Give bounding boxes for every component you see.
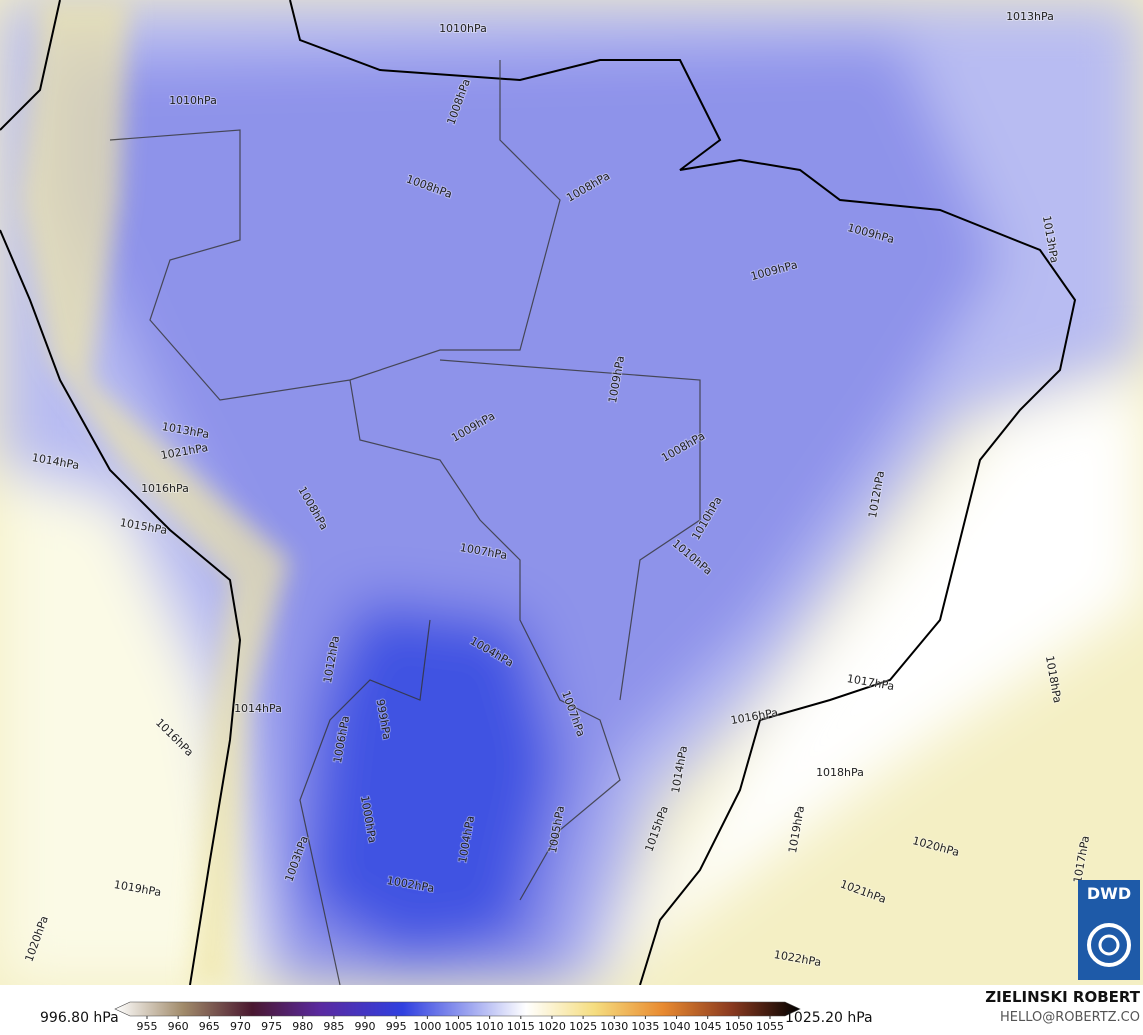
borders <box>109 60 701 986</box>
colorbar-tick-label: 1015 <box>507 1020 535 1033</box>
colorbar-tick-label: 1055 <box>756 1020 784 1033</box>
dwd-swirl-inner <box>1098 934 1120 956</box>
colorbar-tick-label: 1040 <box>663 1020 691 1033</box>
colorbar-tick-label: 955 <box>137 1020 158 1033</box>
contour-label: 1013hPa <box>1006 10 1054 23</box>
contour-label: 1018hPa <box>816 766 864 779</box>
colorbar-tick-label: 970 <box>230 1020 251 1033</box>
contour-label: 1014hPa <box>234 702 282 715</box>
colorbar-tick-label: 975 <box>261 1020 282 1033</box>
colorbar-tick-label: 1005 <box>445 1020 473 1033</box>
contour-label: 1016hPa <box>141 482 189 495</box>
colorbar-tick-label: 995 <box>386 1020 407 1033</box>
colorbar-tick-label: 1020 <box>538 1020 566 1033</box>
colorbar-tick-label: 965 <box>199 1020 220 1033</box>
colorbar-tick-label: 1045 <box>694 1020 722 1033</box>
colorbar-tick-label: 990 <box>355 1020 376 1033</box>
colorbar-ticks: 955 960 965 970 975 980 985 990 995 1000 1005 1010 1… <box>137 1016 784 1033</box>
author: ZIELINSKI ROBERT <box>985 988 1140 1006</box>
contour-label: 1010hPa <box>169 94 217 107</box>
colorbar-tick-label: 1000 <box>413 1020 441 1033</box>
dwd-logo: DWD <box>1087 884 1131 903</box>
colorbar-tick-label: 1010 <box>476 1020 504 1033</box>
colorbar-tick-label: 1030 <box>600 1020 628 1033</box>
colorbar <box>114 1001 801 1017</box>
colorbar-tick-label: 1025 <box>569 1020 597 1033</box>
colorbar-tick-label: 1035 <box>631 1020 659 1033</box>
pressure-field <box>0 0 1143 985</box>
colorbar-tick-label: 980 <box>292 1020 313 1033</box>
coastline <box>0 0 1077 986</box>
colorbar-min: 996.80 hPa <box>40 1010 119 1026</box>
colorbar-tick-label: 985 <box>323 1020 344 1033</box>
colorbar-tick-label: 960 <box>168 1020 189 1033</box>
colorbar-tick-label: 1050 <box>725 1020 753 1033</box>
colorbar-max: 1025.20 hPa <box>785 1010 873 1026</box>
contour-label: 1010hPa <box>439 22 487 35</box>
dwd-swirl <box>1087 923 1131 967</box>
contact: HELLO@ROBERTZ.CO <box>1000 1010 1140 1025</box>
